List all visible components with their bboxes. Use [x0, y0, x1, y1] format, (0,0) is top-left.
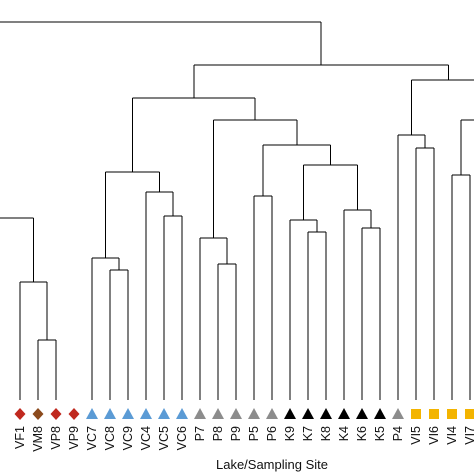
leaf-label-vp9: VP9: [67, 426, 81, 450]
leaf-label-vc6: VC6: [175, 426, 189, 450]
leaf-label-p9: P9: [229, 426, 243, 441]
leaf-marker-p8: [212, 408, 224, 419]
leaf-marker-k5: [374, 408, 386, 419]
leaf-marker-vc8: [104, 408, 116, 419]
leaf-marker-k6: [356, 408, 368, 419]
leaf-label-k8: K8: [319, 426, 333, 441]
leaf-label-vp8: VP8: [49, 426, 63, 450]
leaf-marker-vi4: [447, 409, 457, 419]
leaf-marker-vm8: [32, 408, 44, 420]
leaf-marker-vi5: [411, 409, 421, 419]
leaf-label-vc7: VC7: [85, 426, 99, 450]
leaf-marker-vc6: [176, 408, 188, 419]
leaf-label-vi6: VI6: [427, 426, 441, 445]
leaf-marker-vf1: [14, 408, 26, 420]
x-axis-title: Lake/Sampling Site: [216, 457, 328, 472]
leaf-marker-k9: [284, 408, 296, 419]
leaf-label-k6: K6: [355, 426, 369, 441]
leaf-label-vc5: VC5: [157, 426, 171, 450]
leaf-label-p8: P8: [211, 426, 225, 441]
leaf-marker-vp9: [68, 408, 80, 420]
leaf-marker-p7: [194, 408, 206, 419]
leaf-label-vc9: VC9: [121, 426, 135, 450]
leaf-labels: VF1 VM8 VP8 VP9 VC7 VC8 VC9 VC4 VC5 VC6 P7 P8 P9 P5 P6…: [13, 426, 474, 452]
leaf-marker-vc4: [140, 408, 152, 419]
leaf-markers: [14, 408, 474, 420]
leaf-label-vi7: VI7: [463, 426, 474, 445]
leaf-marker-vc9: [122, 408, 134, 419]
leaf-marker-vp8: [50, 408, 62, 420]
leaf-label-vf1: VF1: [13, 426, 27, 449]
leaf-marker-vi7: [465, 409, 474, 419]
leaf-marker-vi6: [429, 409, 439, 419]
leaf-marker-vc5: [158, 408, 170, 419]
leaf-marker-k4: [338, 408, 350, 419]
leaf-label-vi5: VI5: [409, 426, 423, 445]
leaf-label-k7: K7: [301, 426, 315, 441]
leaf-marker-k7: [302, 408, 314, 419]
leaf-marker-k8: [320, 408, 332, 419]
leaf-label-p5: P5: [247, 426, 261, 441]
dendrogram-branches: [0, 21, 474, 400]
leaf-marker-p6: [266, 408, 278, 419]
leaf-label-vc4: VC4: [139, 426, 153, 450]
leaf-label-p6: P6: [265, 426, 279, 441]
leaf-marker-p5: [248, 408, 260, 419]
leaf-label-p7: P7: [193, 426, 207, 441]
leaf-label-k5: K5: [373, 426, 387, 441]
leaf-marker-p4: [392, 408, 404, 419]
leaf-marker-p9: [230, 408, 242, 419]
leaf-label-vm8: VM8: [31, 426, 45, 452]
leaf-label-vc8: VC8: [103, 426, 117, 450]
leaf-label-vi4: VI4: [445, 426, 459, 445]
leaf-label-k4: K4: [337, 426, 351, 441]
leaf-marker-vc7: [86, 408, 98, 419]
leaf-label-p4: P4: [391, 426, 405, 441]
leaf-label-k9: K9: [283, 426, 297, 441]
